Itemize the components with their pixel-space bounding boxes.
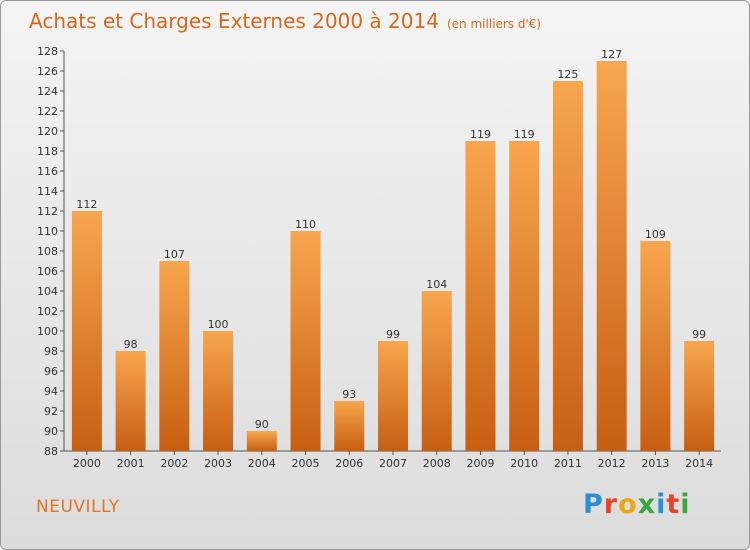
proxiti-logo: Proxiti (583, 489, 691, 520)
y-tick-label: 108 (37, 245, 58, 258)
bar-value-label: 127 (601, 48, 622, 61)
y-tick-label: 94 (44, 385, 58, 398)
logo-letter: x (637, 489, 657, 520)
bar-value-label: 110 (295, 218, 316, 231)
y-tick-label: 100 (37, 325, 58, 338)
y-tick-label: 104 (37, 285, 58, 298)
unit-note: (en milliers d'€) (446, 17, 542, 31)
bar-2013 (640, 241, 671, 451)
logo-letter: o (618, 489, 638, 520)
y-tick-label: 110 (37, 225, 58, 238)
x-tick-label: 2007 (379, 457, 407, 470)
y-tick-label: 118 (37, 145, 58, 158)
y-tick-label: 106 (37, 265, 58, 278)
y-tick-label: 120 (37, 125, 58, 138)
y-tick-label: 90 (44, 425, 58, 438)
bar-2005 (290, 231, 321, 451)
y-tick-label: 128 (37, 45, 58, 58)
logo-letter: r (603, 489, 619, 520)
bar-2009 (465, 141, 496, 451)
x-tick-label: 2011 (554, 457, 582, 470)
x-tick-label: 2002 (160, 457, 188, 470)
bar-2011 (552, 81, 583, 451)
bar-value-label: 119 (514, 128, 535, 141)
x-tick-label: 2003 (204, 457, 232, 470)
chart-axes: 88 90 92 94 96 98 100 102 104 106 108 110 112 114 116 1… (37, 45, 721, 470)
y-tick-label: 112 (37, 205, 58, 218)
x-tick-label: 2008 (423, 457, 451, 470)
bar-2000 (71, 211, 102, 451)
bar-value-label: 112 (76, 198, 97, 211)
x-tick-label: 2014 (685, 457, 713, 470)
y-tick-label: 124 (37, 85, 58, 98)
y-tick-label: 114 (37, 185, 58, 198)
bar-value-label: 99 (692, 328, 706, 341)
chart-bars: 112 98 107 100 90 110 93 99 104 119 119 125 127 109 99 (71, 48, 715, 451)
x-tick-label: 2004 (248, 457, 276, 470)
logo-letter: i (680, 489, 691, 520)
x-tick-label: 2010 (510, 457, 538, 470)
x-tick-label: 2001 (117, 457, 145, 470)
y-tick-label: 98 (44, 345, 58, 358)
y-tick-label: 116 (37, 165, 58, 178)
x-tick-label: 2005 (292, 457, 320, 470)
logo-letter: P (583, 489, 604, 520)
bar-value-label: 107 (164, 248, 185, 261)
bar-value-label: 119 (470, 128, 491, 141)
bar-2002 (159, 261, 190, 451)
bar-value-label: 100 (208, 318, 229, 331)
y-tick-label: 122 (37, 105, 58, 118)
bar-2008 (421, 291, 452, 451)
bar-value-label: 104 (426, 278, 447, 291)
x-tick-label: 2009 (466, 457, 494, 470)
bar-2004 (246, 431, 277, 451)
logo-letter: t (666, 489, 681, 520)
commune-name: NEUVILLY (36, 497, 120, 517)
y-tick-label: 88 (44, 445, 58, 458)
bar-2010 (509, 141, 540, 451)
bar-2012 (596, 61, 627, 451)
x-tick-label: 2000 (73, 457, 101, 470)
bar-2014 (684, 341, 715, 451)
bar-2007 (378, 341, 408, 451)
y-tick-label: 126 (37, 65, 58, 78)
logo-letter: i (656, 489, 667, 520)
bar-2003 (203, 331, 234, 451)
x-tick-label: 2012 (598, 457, 626, 470)
x-tick-label: 2006 (335, 457, 363, 470)
y-tick-label: 102 (37, 305, 58, 318)
y-tick-label: 96 (44, 365, 58, 378)
x-tick-label: 2013 (641, 457, 669, 470)
y-tick-label: 92 (44, 405, 58, 418)
chart-title-text: Achats et Charges Externes 2000 à 2014 (29, 9, 439, 33)
bar-2001 (115, 351, 146, 451)
bar-value-label: 93 (342, 388, 356, 401)
bar-value-label: 99 (386, 328, 400, 341)
chart-title: Achats et Charges Externes 2000 à 2014 (e… (29, 9, 541, 33)
bar-value-label: 109 (645, 228, 666, 241)
bar-value-label: 90 (255, 418, 269, 431)
bar-2006 (334, 401, 365, 451)
bar-value-label: 98 (124, 338, 138, 351)
bar-value-label: 125 (557, 68, 578, 81)
